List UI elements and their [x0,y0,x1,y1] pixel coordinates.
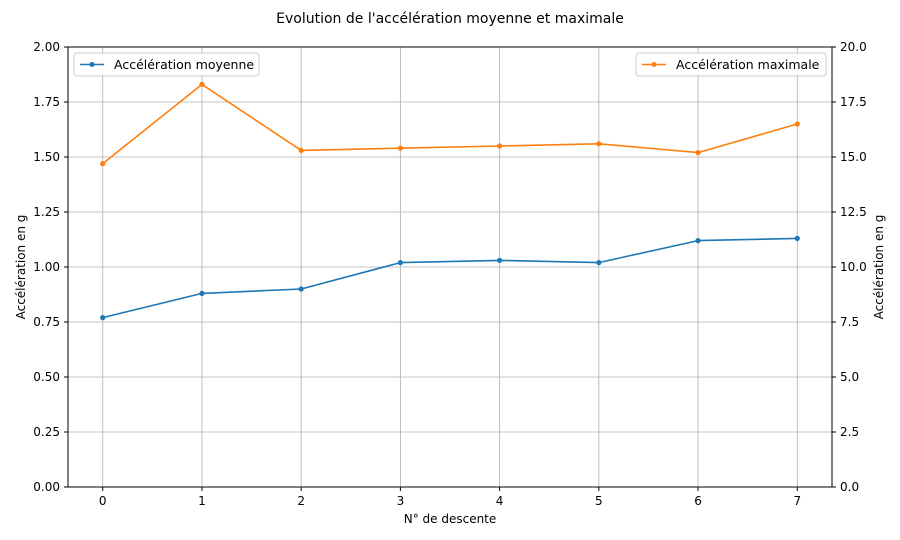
data-point [100,315,106,321]
y-right-axis-ticks: 0.0 2.5 5.0 7.5 10.0 12.5 15.0 17.5 20.0 [832,40,867,494]
x-tick-label: 0 [99,494,107,508]
y-right-tick-label: 17.5 [840,95,867,109]
legend-left-box [73,52,260,77]
x-tick-label: 5 [595,494,603,508]
data-point [596,141,602,147]
y-left-tick-label: 1.75 [33,95,60,109]
data-point [298,147,304,153]
grid-lines [68,46,832,488]
x-tick-label: 1 [198,494,206,508]
y-right-tick-label: 20.0 [840,40,867,54]
series-layer [100,81,800,321]
data-point [497,257,503,263]
y-right-tick-label: 15.0 [840,150,867,164]
legend-left-marker [89,62,95,67]
y-left-tick-label: 1.00 [33,260,60,274]
x-axis-ticks: 0 1 2 3 4 5 6 7 [99,487,801,508]
legend-right: Accélération maximale [635,52,827,77]
y-right-tick-label: 0.0 [840,480,859,494]
data-point [596,260,602,266]
data-point [497,143,503,149]
legend-right-box [635,52,827,77]
y-right-tick-label: 2.5 [840,425,859,439]
data-point [397,260,403,266]
y-right-tick-label: 7.5 [840,315,859,329]
y-left-tick-label: 0.50 [33,370,60,384]
data-point [199,290,205,296]
y-right-tick-label: 12.5 [840,205,867,219]
legend-left: Accélération moyenne [73,52,260,77]
series-line-moyenne [102,237,798,319]
data-point [199,81,205,87]
y-left-tick-label: 0.75 [33,315,60,329]
data-point [397,145,403,151]
x-tick-label: 7 [793,494,801,508]
data-point [100,161,106,167]
chart-title: Evolution de l'accélération moyenne et m… [276,11,624,27]
y-left-axis-label: Accélération en g [14,215,28,320]
legend-right-label: Accélération maximale [676,57,820,72]
x-tick-label: 6 [694,494,702,508]
legend-left-label: Accélération moyenne [114,57,254,72]
y-right-tick-label: 10.0 [840,260,867,274]
legend-right-marker [651,62,657,67]
y-left-tick-label: 1.50 [33,150,60,164]
data-point [695,150,701,156]
data-point [794,235,800,241]
y-left-tick-label: 2.00 [33,40,60,54]
x-tick-label: 4 [496,494,504,508]
y-left-axis-ticks: 0.00 0.25 0.50 0.75 1.00 1.25 1.50 1.75 2.00 [33,40,68,494]
y-right-tick-label: 5.0 [840,370,859,384]
x-tick-label: 3 [397,494,405,508]
y-left-tick-label: 0.25 [33,425,60,439]
series-line-maximale [102,83,798,165]
data-point [794,121,800,127]
data-point [695,238,701,244]
x-axis-label: N° de descente [404,512,497,526]
y-left-tick-label: 0.00 [33,480,60,494]
data-point [298,286,304,292]
y-left-tick-label: 1.25 [33,205,60,219]
y-right-axis-label: Accélération en g [872,215,886,320]
x-tick-label: 2 [297,494,305,508]
